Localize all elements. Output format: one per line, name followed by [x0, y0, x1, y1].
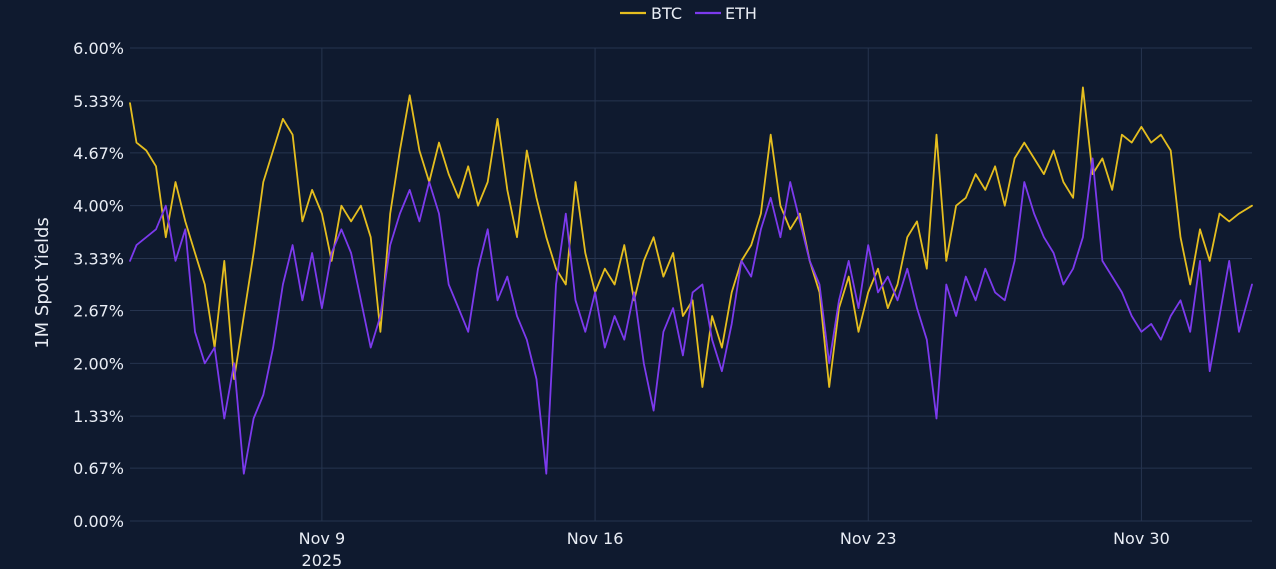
y-tick-label: 4.67%: [73, 144, 124, 163]
y-tick-label: 4.00%: [73, 197, 124, 216]
y-tick-label: 2.00%: [73, 354, 124, 373]
x-tick-label: Nov 23: [840, 529, 897, 548]
y-tick-label: 2.67%: [73, 302, 124, 321]
x-tick-label: Nov 16: [567, 529, 624, 548]
grid: [130, 47, 1252, 522]
series-line-eth[interactable]: [129, 157, 1253, 475]
y-tick-label: 0.00%: [73, 512, 124, 531]
legend-btc-label[interactable]: BTC: [651, 4, 682, 23]
x-tick-label: Nov 9: [299, 529, 346, 548]
legend: BTC ETH: [620, 4, 757, 23]
series-line-btc[interactable]: [129, 86, 1253, 388]
legend-eth-label[interactable]: ETH: [725, 4, 757, 23]
x-tick-label: Nov 30: [1113, 529, 1170, 548]
y-tick-label: 3.33%: [73, 249, 124, 268]
y-tick-label: 0.67%: [73, 459, 124, 478]
series-lines: [129, 86, 1253, 475]
y-axis-title: 1M Spot Yields: [32, 217, 53, 349]
y-tick-label: 6.00%: [73, 39, 124, 58]
x-tick-sublabel: 2025: [302, 551, 343, 569]
y-tick-label: 5.33%: [73, 92, 124, 111]
axes: 1M Spot Yields 0.00% 0.67% 1.33% 2.00% 2.67%…: [32, 39, 1170, 569]
y-tick-label: 1.33%: [73, 407, 124, 426]
